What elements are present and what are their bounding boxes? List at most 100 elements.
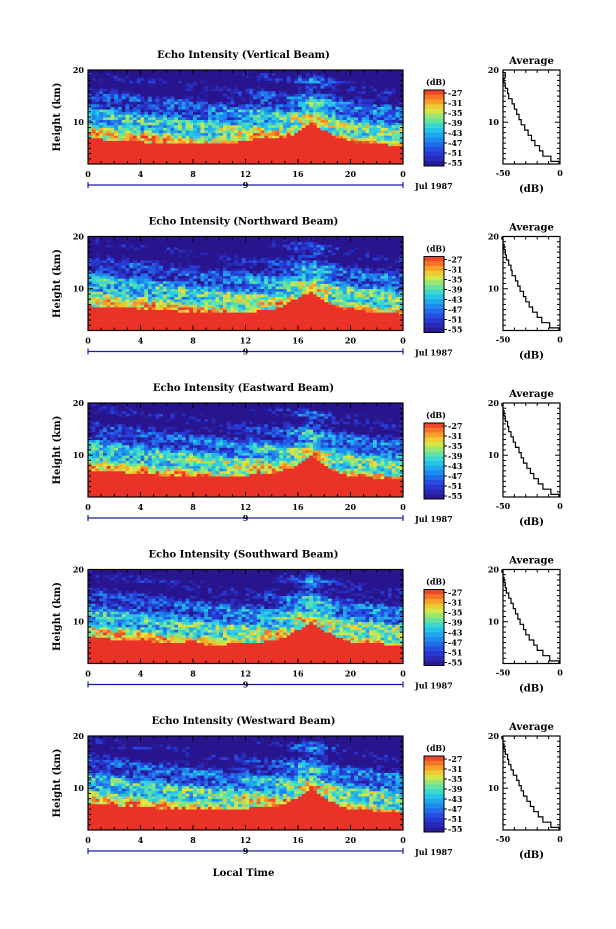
heatmap-cell (114, 288, 119, 292)
heatmap-cell (204, 288, 209, 292)
heatmap-cell (260, 317, 265, 321)
heatmap-cell (140, 317, 145, 321)
heatmap-cell (155, 244, 160, 248)
heatmap-cell (121, 254, 126, 258)
heatmap-cell (215, 257, 220, 261)
heatmap-cell (174, 296, 179, 300)
heatmap-cell (268, 98, 273, 102)
heatmap-cell (211, 119, 216, 123)
heatmap-cell (260, 75, 265, 79)
heatmap-cell (200, 122, 205, 126)
heatmap-cell (148, 265, 153, 269)
heatmap-cell (260, 307, 265, 311)
heatmap-cell (140, 293, 145, 297)
heatmap-cell (95, 241, 100, 245)
heatmap-cell (118, 283, 123, 287)
heatmap-cell (324, 77, 329, 81)
heatmap-cell (365, 80, 370, 84)
heatmap-cell (189, 307, 194, 311)
heatmap-cell (298, 153, 303, 157)
heatmap-cell (320, 127, 325, 131)
heatmap-cell (200, 80, 205, 84)
x-tick-label: 8 (190, 169, 196, 179)
heatmap-cell (215, 83, 220, 87)
heatmap-cell (331, 119, 336, 123)
heatmap-cell (238, 103, 243, 107)
heatmap-cell (399, 75, 404, 79)
heatmap-cell (313, 148, 318, 152)
heatmap-cell (234, 312, 239, 316)
heatmap-cell (189, 293, 194, 297)
heatmap-cell (170, 90, 175, 94)
heatmap-cell (264, 124, 269, 128)
heatmap-cell (256, 145, 261, 149)
heatmap-cell (185, 260, 190, 264)
heatmap-cell (339, 106, 344, 110)
heatmap-cell (159, 127, 164, 131)
heatmap-cell (166, 325, 171, 329)
heatmap-cell (185, 75, 190, 79)
heatmap-cell (354, 88, 359, 92)
heatmap-cell (200, 246, 205, 250)
heatmap-cell (185, 270, 190, 274)
heatmap-cell (189, 111, 194, 115)
heatmap-cell (118, 320, 123, 324)
heatmap-cell (140, 304, 145, 308)
heatmap-cell (118, 88, 123, 92)
heatmap-cell (185, 153, 190, 157)
heatmap-cell (91, 283, 96, 287)
heatmap-cell (88, 309, 93, 313)
heatmap-cell (226, 249, 231, 253)
heatmap-cell (365, 119, 370, 123)
heatmap-cell (200, 265, 205, 269)
heatmap-cell (376, 127, 381, 131)
heatmap-cell (91, 132, 96, 136)
heatmap-cell (185, 156, 190, 160)
heatmap-cell (346, 140, 351, 144)
heatmap-cell (238, 122, 243, 126)
heatmap-cell (361, 132, 366, 136)
heatmap-cell (196, 273, 201, 277)
heatmap-cell (163, 145, 168, 149)
heatmap-cell (121, 280, 126, 284)
heatmap-cell (234, 301, 239, 305)
heatmap-cell (185, 80, 190, 84)
heatmap-cell (189, 98, 194, 102)
heatmap-cell (298, 143, 303, 147)
heatmap-cell (106, 327, 111, 331)
heatmap-cell (253, 317, 258, 321)
heatmap-cell (170, 77, 175, 81)
heatmap-cell (354, 130, 359, 134)
heatmap-cell (170, 280, 175, 284)
heatmap-cell (316, 85, 321, 89)
heatmap-cell (226, 244, 231, 248)
heatmap-cell (208, 325, 213, 329)
heatmap-cell (361, 127, 366, 131)
heatmap-cell (328, 72, 333, 76)
heatmap-cell (223, 93, 228, 97)
heatmap-cell (268, 254, 273, 258)
heatmap-cell (106, 77, 111, 81)
heatmap-cell (155, 137, 160, 141)
heatmap-cell (309, 124, 314, 128)
heatmap-cell (99, 83, 104, 87)
heatmap-cell (238, 111, 243, 115)
heatmap-cell (365, 145, 370, 149)
heatmap-cell (268, 241, 273, 245)
heatmap-cell (234, 254, 239, 258)
heatmap-cell (298, 130, 303, 134)
heatmap-cell (144, 70, 149, 74)
heatmap-cell (373, 77, 378, 81)
heatmap-cell (230, 260, 235, 264)
heatmap-cell (106, 143, 111, 147)
heatmap-cell (208, 314, 213, 318)
heatmap-cell (88, 111, 93, 115)
heatmap-cell (241, 249, 246, 253)
colorbar-segment (424, 90, 444, 96)
heatmap-cell (114, 325, 119, 329)
heatmap-cell (200, 124, 205, 128)
heatmap-cell (204, 140, 209, 144)
heatmap-cell (148, 320, 153, 324)
heatmap-cell (140, 75, 145, 79)
heatmap-cell (193, 77, 198, 81)
